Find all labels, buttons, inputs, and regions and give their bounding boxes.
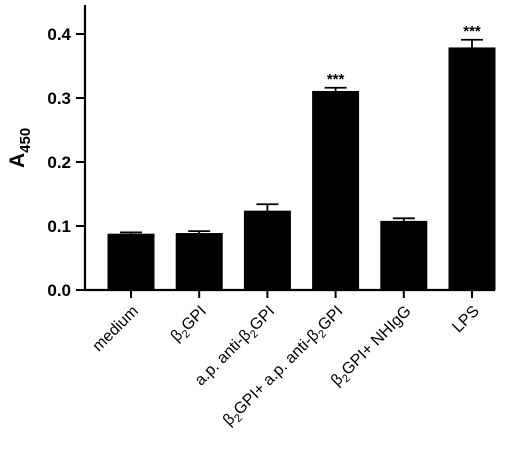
error-bar-3: [324, 86, 347, 91]
x-tick-label-1: β2GPI: [168, 303, 212, 347]
error-bar-2: [256, 203, 279, 211]
y-tick-label-2: 0.2: [47, 153, 71, 172]
bar-1: [175, 233, 223, 290]
significance-label-5: ***: [463, 23, 481, 40]
y-axis-label: A450: [6, 128, 34, 168]
y-axis: 0.0 0.1 0.2 0.3 0.4: [47, 5, 87, 300]
x-axis: [85, 288, 495, 298]
x-tick-label-5: LPS: [449, 303, 482, 336]
bar-2: [243, 210, 291, 290]
bar-5: [448, 47, 496, 290]
svg-text:A450: A450: [6, 128, 34, 168]
significance-group: *** ***: [327, 23, 481, 88]
bar-4: [380, 220, 428, 290]
error-bars-group: [120, 38, 483, 234]
error-bar-1: [188, 230, 211, 234]
bars-group: [107, 47, 496, 291]
bar-0: [107, 233, 155, 290]
y-tick-label-1: 0.1: [47, 217, 71, 236]
x-tick-label-3: β2GPI+ a.p. anti-β2GPI: [220, 303, 349, 432]
error-bar-5: [461, 38, 483, 48]
significance-label-3: ***: [327, 71, 345, 88]
y-tick-label-4: 0.4: [47, 25, 71, 44]
y-tick-label-3: 0.3: [47, 89, 71, 108]
bar-3: [312, 90, 360, 291]
error-bar-4: [392, 217, 415, 221]
x-tick-label-0: medium: [90, 303, 142, 355]
error-bar-0: [120, 231, 142, 234]
y-axis-label-main: A: [6, 153, 29, 168]
y-axis-label-sub: 450: [17, 128, 34, 153]
y-tick-label-0: 0.0: [47, 281, 71, 300]
